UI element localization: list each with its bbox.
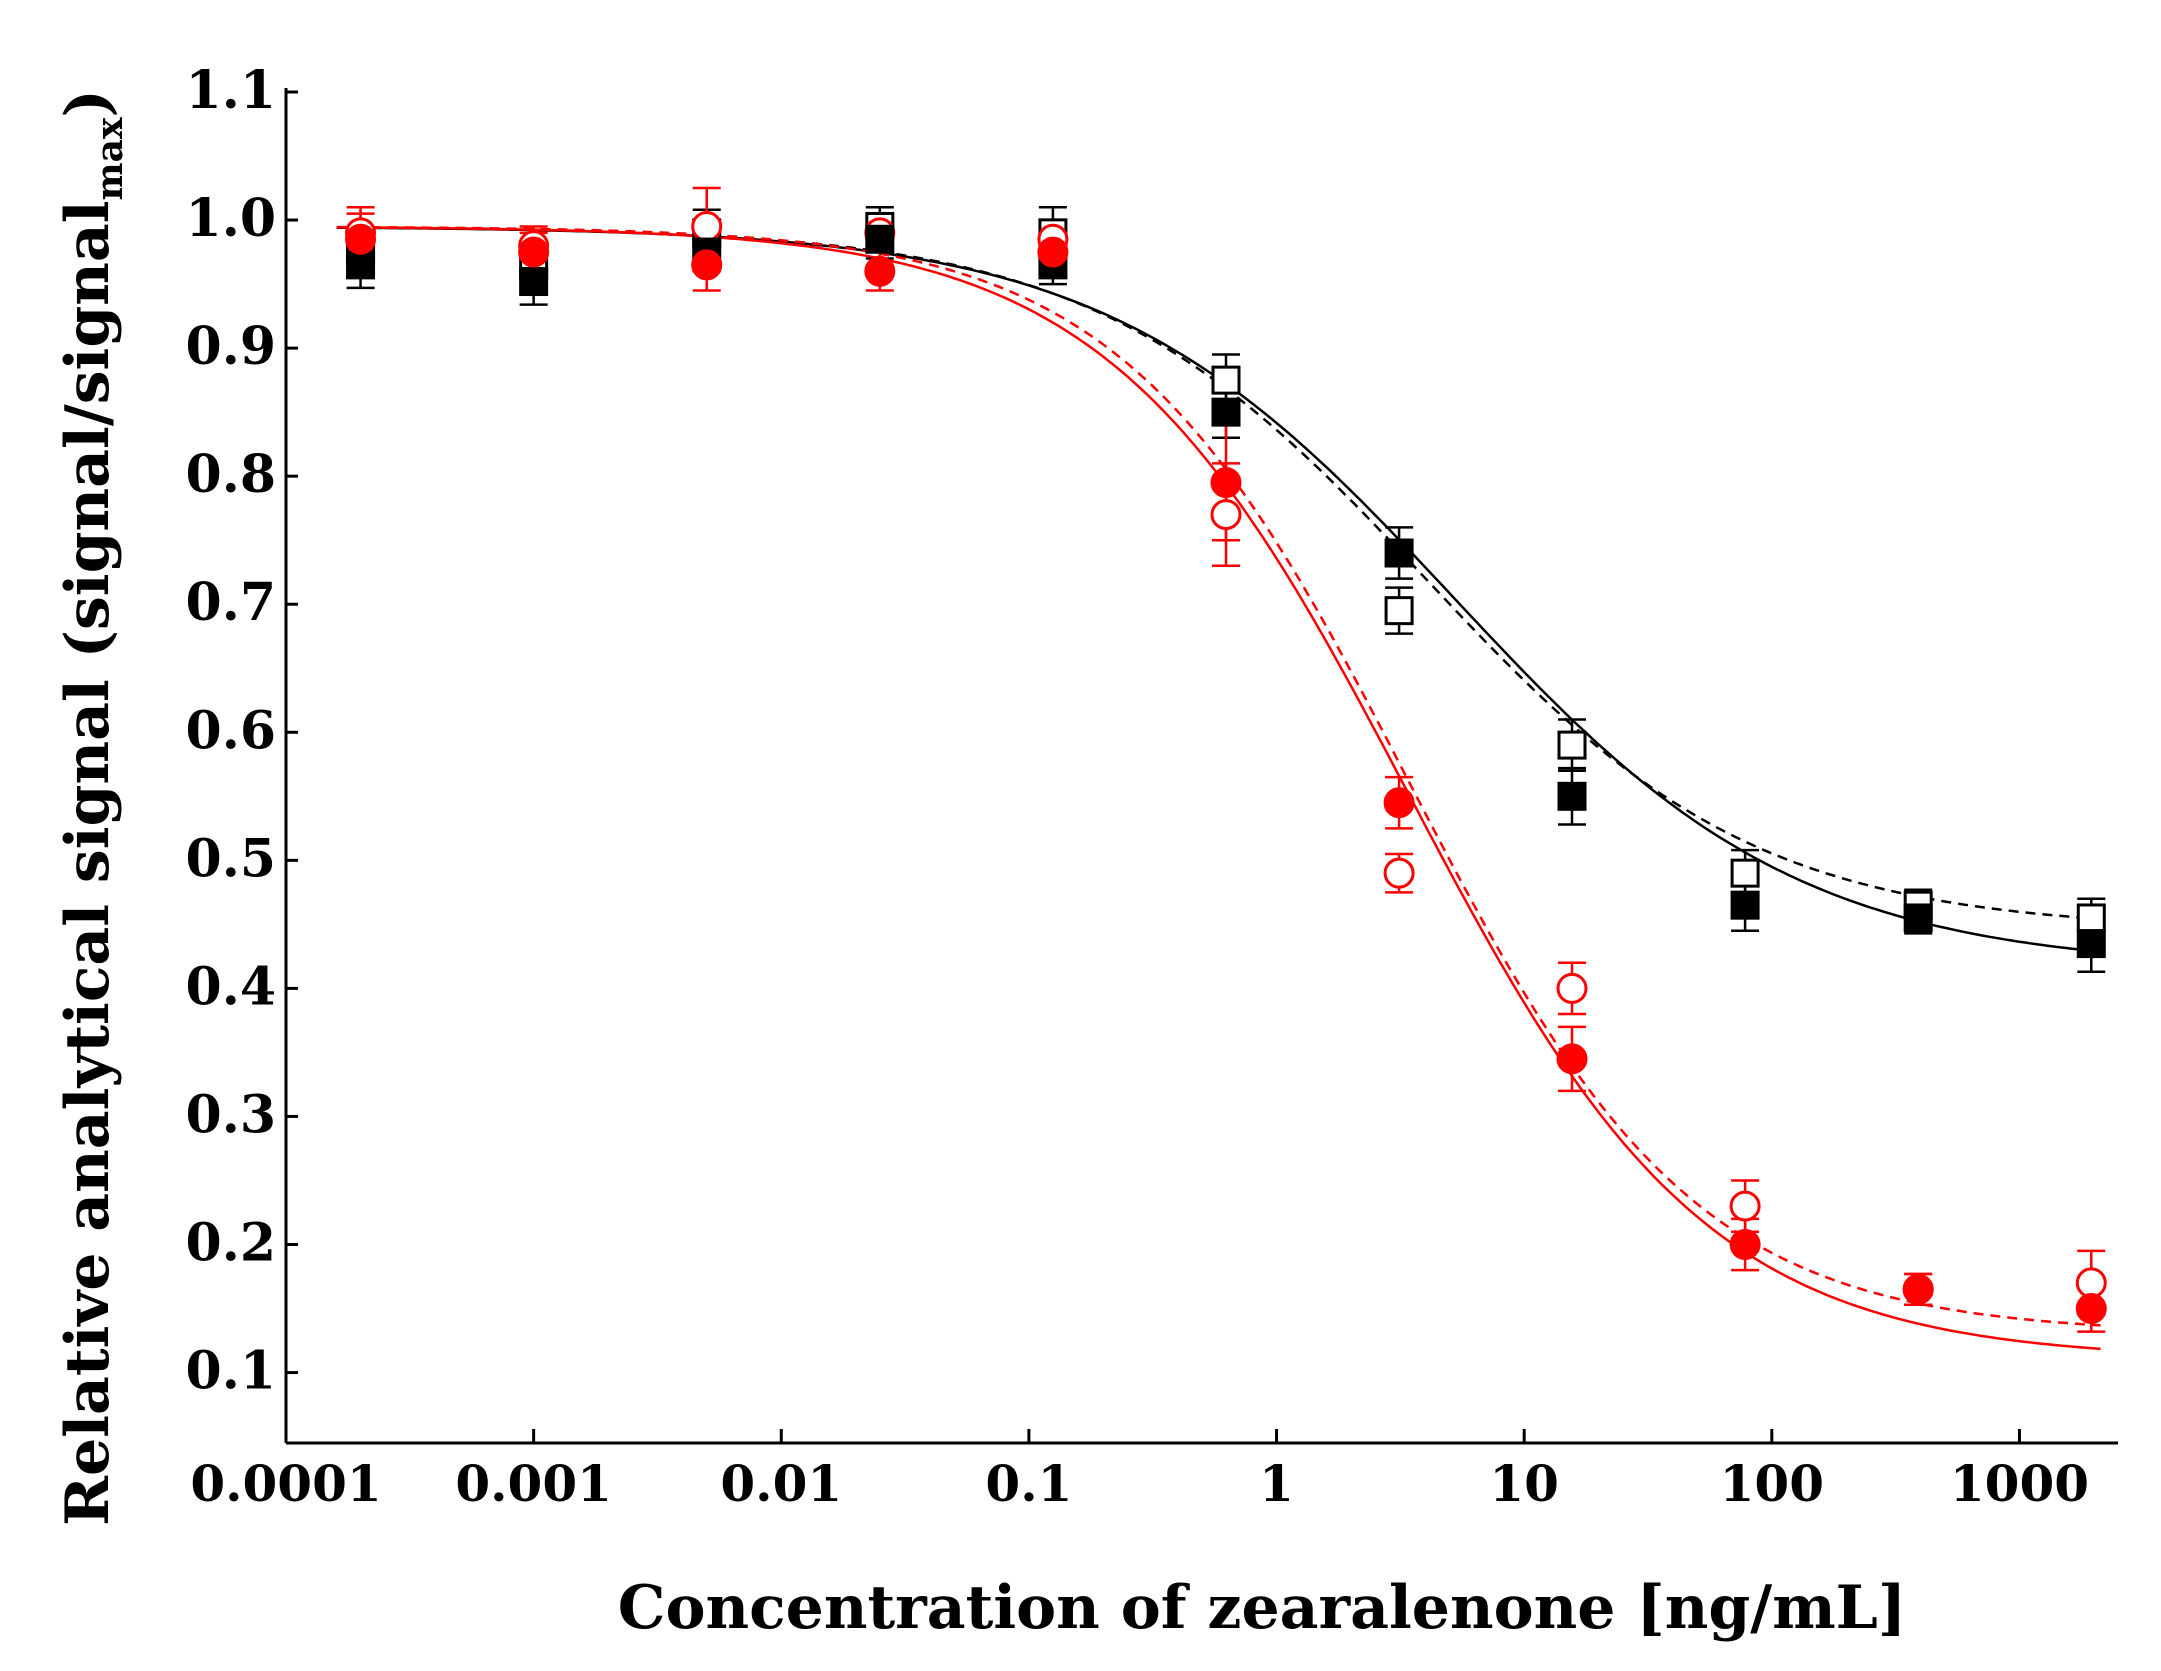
y-tick-label: 0.6 [186, 700, 276, 761]
point-red-filled-circles [2075, 1293, 2107, 1325]
fit-curve-red-filled-circles [336, 226, 2101, 1351]
point-red-filled-circles [1037, 236, 1069, 268]
point-red-open-circles [1556, 972, 1588, 1004]
y-axis-title-subscript: max [89, 117, 131, 200]
x-tick-label: 1000 [1950, 1454, 2089, 1513]
tick-labels: 0.1 0.2 0.3 0.4 0.5 0.6 0.7 0.8 0.9 1.0 1.1 0.0001 0… [186, 60, 2090, 1513]
point-black-filled-squares [2076, 929, 2106, 959]
y-tick-label: 0.4 [186, 956, 276, 1017]
y-tick-label: 0.8 [186, 444, 276, 505]
y-tick-label: 0.1 [186, 1341, 276, 1402]
point-black-filled-squares [519, 267, 549, 297]
point-red-filled-circles [864, 255, 896, 287]
point-red-filled-circles [1902, 1273, 1934, 1305]
point-red-filled-circles [691, 249, 723, 281]
fit-curve-red-open-circles [336, 225, 2101, 1327]
point-black-open-squares [1211, 365, 1241, 395]
x-tick-label: 10 [1489, 1454, 1559, 1513]
point-red-filled-circles [345, 223, 377, 255]
y-tick-label: 0.2 [186, 1213, 276, 1274]
point-black-open-squares [2076, 903, 2106, 933]
point-red-filled-circles [1383, 787, 1415, 819]
x-tick-label: 0.0001 [190, 1454, 381, 1513]
point-red-filled-circles [1729, 1229, 1761, 1261]
tick-marks [284, 90, 2021, 1443]
y-tick-label: 1.0 [186, 188, 276, 249]
y-axis-title-close: ) [53, 89, 123, 117]
point-black-filled-squares [1211, 397, 1241, 427]
fit-curve-black-filled-squares [336, 226, 2101, 954]
point-black-open-squares [1557, 730, 1587, 760]
x-tick-label: 0.001 [455, 1454, 612, 1513]
point-black-filled-squares [865, 224, 895, 254]
fit-curves [336, 225, 2101, 1351]
error-bars [346, 186, 2106, 1333]
y-axis-title: Relative analytical signal (signal/signa… [53, 89, 131, 1526]
x-tick-label: 0.01 [720, 1454, 842, 1513]
point-red-open-circles [691, 210, 723, 242]
point-red-filled-circles [1210, 467, 1242, 499]
point-black-filled-squares [1384, 538, 1414, 568]
point-black-open-squares [1384, 596, 1414, 626]
point-red-open-circles [1383, 857, 1415, 889]
point-red-open-circles [2075, 1267, 2107, 1299]
y-tick-label: 0.9 [186, 316, 276, 377]
y-tick-label: 0.3 [186, 1084, 276, 1145]
y-axis-title-main: Relative analytical signal (signal/signa… [53, 200, 123, 1525]
x-tick-label: 0.1 [985, 1454, 1072, 1513]
point-black-open-squares [1730, 858, 1760, 888]
y-tick-label: 0.7 [186, 572, 276, 633]
point-black-filled-squares [346, 250, 376, 280]
fit-curve-black-open-squares [336, 226, 2101, 921]
data-points [345, 210, 2107, 1325]
point-black-filled-squares [1730, 890, 1760, 920]
point-red-filled-circles [518, 236, 550, 268]
point-black-filled-squares [1557, 781, 1587, 811]
y-tick-label: 1.1 [186, 60, 276, 121]
point-black-filled-squares [1903, 903, 1933, 933]
x-axis-title: Concentration of zearalenone [ng/mL] [618, 1573, 1907, 1643]
axes [284, 88, 2118, 1445]
x-tick-label: 100 [1720, 1454, 1824, 1513]
x-tick-label: 1 [1259, 1454, 1294, 1513]
point-red-filled-circles [1556, 1043, 1588, 1075]
point-red-open-circles [1210, 499, 1242, 531]
y-tick-label: 0.5 [186, 828, 276, 889]
point-red-open-circles [1729, 1190, 1761, 1222]
